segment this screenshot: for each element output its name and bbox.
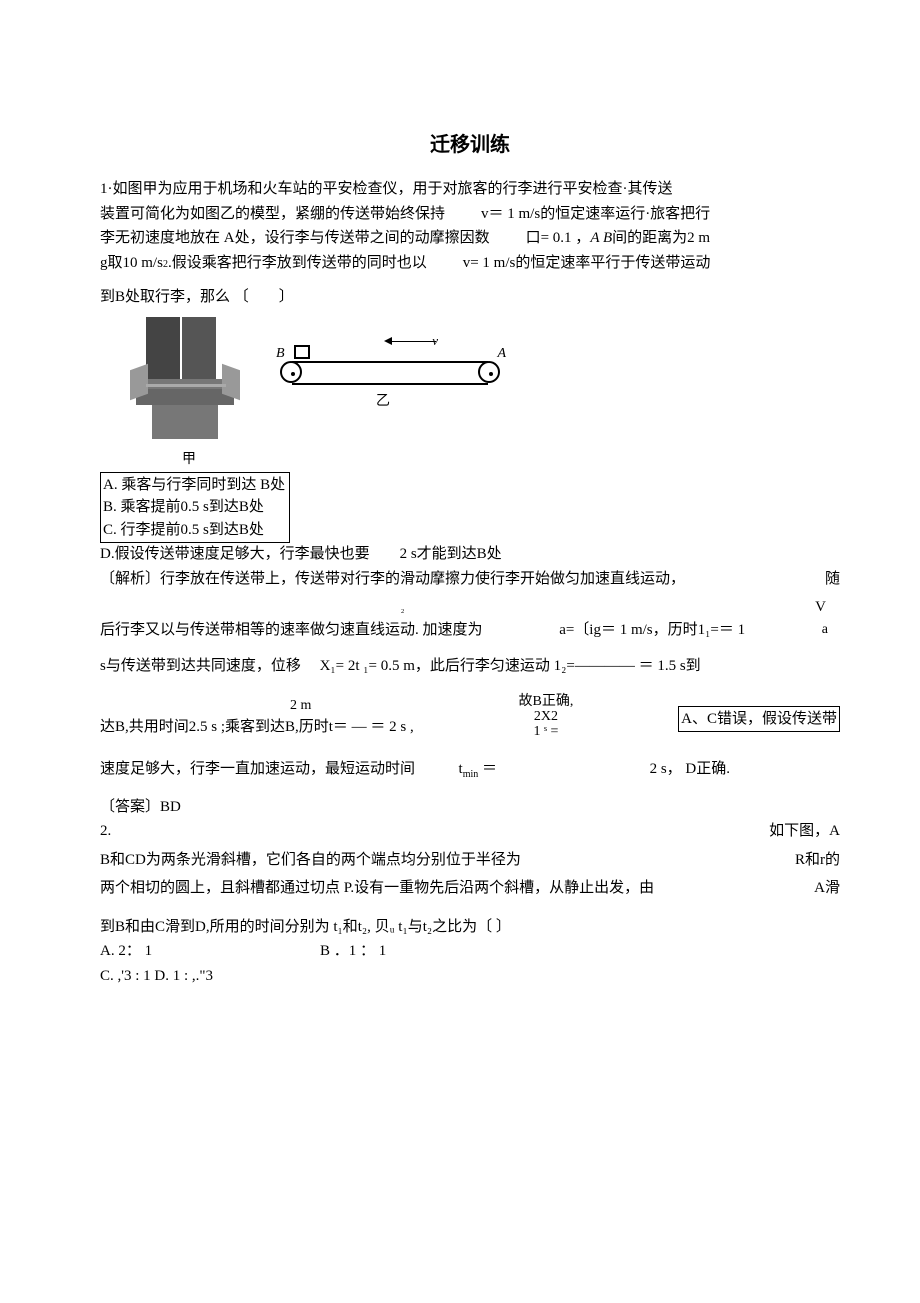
sol-l6d: 2 s， D正确. — [650, 758, 840, 781]
box-icon — [294, 345, 310, 359]
sol-line2: ₂ V — [100, 596, 840, 619]
s5mid: 故B正确, — [519, 694, 574, 709]
sol-line1: 〔解析〕行李放在传送带上，传送带对行李的滑动摩擦力使行李开始做匀加速直线运动， … — [100, 568, 840, 591]
option-c: C. 行李提前0.5 s到达B处 — [103, 519, 285, 542]
sol-l3a: 后行李又以与传送带相等的速率做匀速直线运动. 加速度为 — [100, 619, 483, 642]
q2-l3b: A滑 — [814, 877, 840, 900]
p1-line2: 装置可简化为如图乙的模型，紧绷的传送带始终保持 v＝ 1 m/s的恒定速率运行·… — [100, 203, 840, 226]
scanner-drawing — [130, 317, 250, 447]
sol-l4b: ₂=———— ＝ 1.5 s到 — [561, 655, 701, 678]
frac-a: a — [822, 622, 840, 637]
caption-jia: 甲 — [182, 449, 196, 470]
pulley-right-icon — [478, 361, 500, 383]
sol-l1b: 随 — [825, 568, 840, 591]
s5mid2: 2X2 — [534, 709, 558, 724]
q1-l2a: 装置可简化为如图乙的模型，紧绷的传送带始终保持 — [100, 203, 445, 226]
q2-num: 2. — [100, 820, 111, 843]
sol-l5a: 达B,共用时间2.5 s ;乘客到达B,历时t＝ — ＝ 2 s , — [100, 716, 414, 739]
sol-s2: ₂ — [401, 600, 515, 617]
q1-l4a: g取10 m/s — [100, 252, 163, 275]
sol-l4a: s与传送带到达共同速度，位移 X₁= 2t ₁= 0.5 m，此后行李匀速运动 … — [100, 655, 561, 678]
sol-l5r: A、C错误，假设传送带 — [678, 706, 840, 733]
caption-yi: 乙 — [376, 391, 390, 412]
q2-l4: 到B和由C滑到D,所用的时间分别为 t₁和t₂, 贝ᵤ t₁与t₂之比为〔 〕 — [100, 916, 511, 939]
answer-text: 〔答案〕BD — [100, 796, 181, 819]
p1-line4: g取10 m/s2 .假设乘客把行李放到传送带的同时也以 v= 1 m/s的恒定… — [100, 252, 840, 275]
sol-line4: s与传送带到达共同速度，位移 X₁= 2t ₁= 0.5 m，此后行李匀速运动 … — [100, 655, 840, 678]
answer: 〔答案〕BD — [100, 796, 840, 819]
p2-line4: 到B和由C滑到D,所用的时间分别为 t₁和t₂, 贝ᵤ t₁与t₂之比为〔 〕 — [100, 916, 840, 939]
sol-l3b: a=〔ig＝ 1 m/s，历时1₁=＝ 1 — [559, 619, 745, 642]
q1-l3b: 口= 0.1 ， — [526, 227, 591, 250]
frac-mid: 故B正确, 2X2 1 ˢ = — [519, 694, 574, 740]
sol-l6c: ＝ — [482, 761, 497, 777]
sol-s5top: 2 m — [100, 695, 414, 716]
sol-line5: 2 m 达B,共用时间2.5 s ;乘客到达B,历时t＝ — ＝ 2 s , 故… — [100, 694, 840, 740]
q2-l2a: B和CD为两条光滑斜槽，它们各自的两个端点均分别位于半径为 — [100, 849, 521, 872]
velocity-arrow — [390, 341, 436, 342]
pulley-left-icon — [280, 361, 302, 383]
label-b: B — [276, 343, 285, 364]
option-a: A. 乘客与行李同时到达 B处 — [103, 474, 285, 497]
q1-l3a: 李无初速度地放在 A处，设行李与传送带之间的动摩擦因数 — [100, 227, 490, 250]
q2-l1r: 如下图，A — [769, 820, 840, 843]
option-b: B. 乘客提前0.5 s到达B处 — [103, 496, 285, 519]
p2-line3: 两个相切的圆上，且斜槽都通过切点 P.设有一重物先后沿两个斜槽，从静止出发，由 … — [100, 877, 840, 900]
label-a: A — [497, 343, 506, 364]
p2-line2: B和CD为两条光滑斜槽，它们各自的两个端点均分别位于半径为 R和r的 — [100, 849, 840, 872]
q1-l1: ·如图甲为应用于机场和火车站的平安检查仪，用于对旅客的行李进行平安检查·其传送 — [108, 178, 673, 201]
p1-line1: 1 ·如图甲为应用于机场和火车站的平安检查仪，用于对旅客的行李进行平安检查·其传… — [100, 178, 840, 201]
p2-opts-ab: A. 2： 1 B ．1 ： 1 — [100, 940, 840, 963]
label-v: v — [432, 331, 438, 351]
q1-l3c: A B — [590, 227, 612, 250]
q1-number: 1 — [100, 178, 108, 201]
q2-l2b: R和r的 — [795, 849, 840, 872]
page-title: 迁移训练 — [100, 130, 840, 160]
q2-oc: C. ,'3 : 1 D. 1 : ,."3 — [100, 965, 213, 988]
p1-line5: 到B处取行李，那么 〔 〕 — [100, 286, 840, 309]
p2-line1: 2. 如下图，A — [100, 820, 840, 843]
belt-diagram: B A v 乙 — [280, 347, 500, 417]
sol-l1a: 〔解析〕行李放在传送带上，传送带对行李的滑动摩擦力使行李开始做匀加速直线运动， — [100, 568, 685, 591]
q2-oa: A. 2： 1 — [100, 940, 320, 963]
p2-opts-cd: C. ,'3 : 1 D. 1 : ,."3 — [100, 965, 840, 988]
q1-l2b: v＝ 1 m/s的恒定速率运行·旅客把行 — [481, 203, 710, 226]
option-d-text: D.假设传送带速度足够大，行李最快也要 2 s才能到达B处 — [100, 543, 502, 566]
q1-l4c: v= 1 m/s的恒定速率平行于传送带运动 — [463, 252, 711, 275]
q1-l3d: 间的距离为2 m — [612, 227, 710, 250]
sol-line6: 速度足够大，行李一直加速运动，最短运动时间 tmin ＝ 2 s， D正确. — [100, 758, 840, 782]
sol-l6a: 速度足够大，行李一直加速运动，最短运动时间 — [100, 761, 415, 777]
sol-l6sub: min — [463, 769, 479, 780]
q2-ob: B ．1 ： 1 — [320, 940, 386, 963]
option-d: D.假设传送带速度足够大，行李最快也要 2 s才能到达B处 — [100, 543, 840, 566]
figure: 甲 B A v 乙 — [100, 317, 500, 472]
q2-l3a: 两个相切的圆上，且斜槽都通过切点 P.设有一重物先后沿两个斜槽，从静止出发，由 — [100, 877, 654, 900]
sol-line3: 后行李又以与传送带相等的速率做匀速直线运动. 加速度为 a=〔ig＝ 1 m/s… — [100, 619, 840, 642]
s5bot: 1 ˢ = — [534, 724, 559, 739]
p1-line3: 李无初速度地放在 A处，设行李与传送带之间的动摩擦因数 口= 0.1 ， A B… — [100, 227, 840, 250]
frac-a-den: a — [822, 622, 828, 637]
sol-s2v: V — [815, 596, 840, 619]
q1-l5: 到B处取行李，那么 〔 〕 — [100, 286, 294, 309]
q1-l4b: .假设乘客把行李放到传送带的同时也以 — [168, 252, 427, 275]
options-box: A. 乘客与行李同时到达 B处 B. 乘客提前0.5 s到达B处 C. 行李提前… — [100, 472, 290, 544]
